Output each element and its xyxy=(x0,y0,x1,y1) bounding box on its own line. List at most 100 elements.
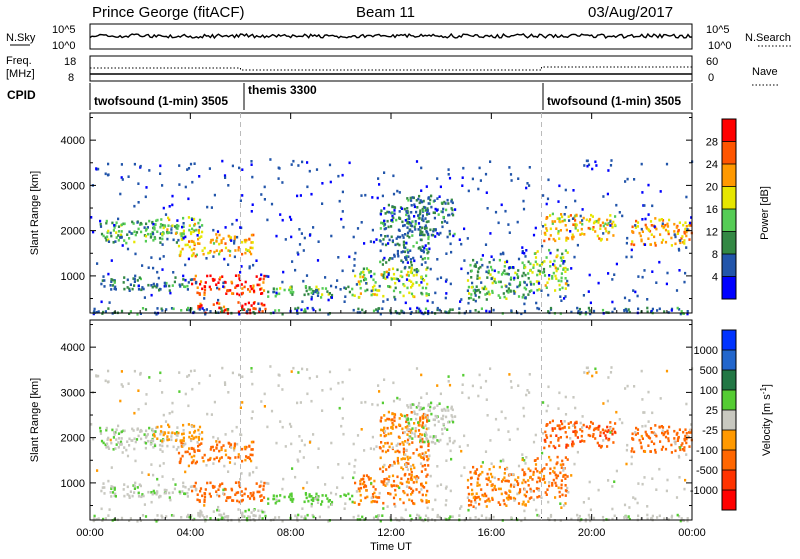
velocity-cell xyxy=(581,439,584,443)
power-cell xyxy=(291,260,294,263)
power-cell xyxy=(193,242,196,245)
velocity-cell xyxy=(646,517,649,521)
velocity-cell xyxy=(376,496,379,499)
power-cell xyxy=(473,288,477,292)
power-cell xyxy=(679,239,682,242)
power-cell xyxy=(462,166,465,170)
power-cell xyxy=(239,271,242,274)
power-cell xyxy=(517,269,520,272)
velocity-cell xyxy=(401,427,404,431)
power-cell xyxy=(230,239,233,242)
velocity-cell xyxy=(222,516,225,520)
power-cell xyxy=(510,276,513,280)
velocity-cell xyxy=(683,446,686,449)
power-cell xyxy=(263,303,266,307)
power-cell xyxy=(144,195,147,199)
power-cell xyxy=(117,239,120,242)
power-cell xyxy=(424,307,428,311)
power-cell xyxy=(134,233,137,237)
velocity-cell xyxy=(162,413,165,417)
power-cell xyxy=(156,283,159,286)
power-cell xyxy=(303,293,306,297)
power-cell xyxy=(504,209,507,213)
velocity-cell xyxy=(113,494,116,498)
power-cell xyxy=(553,259,556,263)
velocity-cell xyxy=(663,432,666,436)
power-cell xyxy=(663,310,666,313)
velocity-cell xyxy=(412,481,415,484)
nsearch-tick-bottom: 10^0 xyxy=(708,40,732,52)
power-cell xyxy=(408,217,411,220)
velocity-cell xyxy=(267,482,270,485)
power-cell xyxy=(236,292,239,296)
velocity-cell xyxy=(548,484,551,488)
velocity-cell xyxy=(216,493,219,497)
velocity-cell xyxy=(670,514,674,518)
power-cell xyxy=(602,232,605,235)
velocity-cell xyxy=(383,434,386,438)
power-cell xyxy=(685,230,688,234)
power-cell xyxy=(624,180,627,183)
power-cell xyxy=(414,228,417,231)
power-cell xyxy=(404,301,407,305)
velocity-cell xyxy=(402,447,405,451)
velocity-cell xyxy=(419,418,422,421)
velocity-cell xyxy=(193,429,197,433)
power-cell xyxy=(316,289,319,292)
velocity-cell xyxy=(180,439,183,442)
velocity-cell xyxy=(641,398,644,401)
power-cell xyxy=(150,293,153,297)
velocity-cell xyxy=(203,453,206,457)
power-cell xyxy=(602,195,605,198)
velocity-cell xyxy=(410,487,413,491)
power-cell xyxy=(109,284,112,287)
power-cell xyxy=(384,277,387,280)
power-cell xyxy=(558,288,561,291)
power-cell xyxy=(212,242,216,245)
power-cell xyxy=(215,233,218,236)
velocity-cell xyxy=(479,472,482,476)
velocity-cell xyxy=(254,514,257,518)
power-cell xyxy=(527,272,530,275)
power-cell xyxy=(383,227,386,231)
power-cell xyxy=(636,225,639,228)
velocity-cell xyxy=(248,457,251,461)
velocity-cell xyxy=(297,513,300,517)
velocity-cell xyxy=(338,406,341,410)
y-tick-label: 4000 xyxy=(61,135,85,147)
power-cell xyxy=(593,220,596,224)
power-cell xyxy=(107,307,110,310)
power-cell xyxy=(625,308,628,311)
power-cell xyxy=(296,310,299,314)
power-cell xyxy=(165,281,168,285)
power-cell xyxy=(206,274,209,278)
velocity-cell xyxy=(208,458,211,461)
power-cell xyxy=(470,269,473,273)
power-cell xyxy=(516,273,519,276)
x-tick-label: 16:00 xyxy=(478,527,506,539)
power-cell xyxy=(407,222,410,226)
velocity-cell xyxy=(557,437,560,440)
velocity-cell xyxy=(361,515,364,519)
power-cell xyxy=(251,203,254,206)
power-cell xyxy=(544,223,547,227)
power-cell xyxy=(152,266,155,270)
velocity-cell xyxy=(121,385,124,388)
power-cell xyxy=(201,224,204,227)
power-cell xyxy=(368,271,371,274)
power-cell xyxy=(446,235,449,239)
power-cell xyxy=(383,219,386,223)
velocity-cell xyxy=(421,433,424,437)
power-cell xyxy=(247,288,250,291)
power-cell xyxy=(161,243,164,246)
power-cell xyxy=(306,161,309,164)
power-cell xyxy=(650,233,653,236)
power-cell xyxy=(668,218,671,222)
power-cell xyxy=(380,209,383,212)
velocity-cell xyxy=(383,430,387,433)
power-cell xyxy=(203,285,207,289)
power-cell xyxy=(504,260,507,264)
colorbar-swatch xyxy=(722,119,736,142)
power-cell xyxy=(484,243,488,246)
power-cell xyxy=(240,283,243,286)
